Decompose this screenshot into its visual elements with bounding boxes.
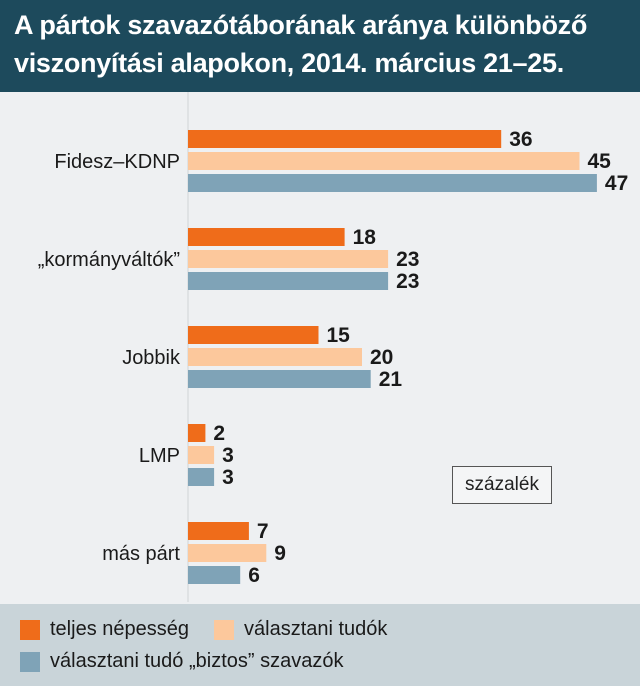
bar (188, 152, 580, 170)
bar-value-label: 15 (327, 324, 351, 347)
category-label: LMP (139, 445, 180, 467)
bar (188, 250, 389, 268)
category-label: Fidesz–KDNP (54, 151, 180, 173)
unit-label: százalék (452, 466, 552, 504)
legend-item-biztos: választani tudó „biztos” szavazók (20, 650, 343, 673)
bar-chart: Fidesz–KDNP364547„kormányváltók”182323Jo… (38, 92, 628, 602)
bar-value-label: 3 (222, 466, 234, 489)
bar-value-label: 9 (274, 542, 286, 565)
chart-title: A pártok szavazótáborának aránya különbö… (14, 10, 588, 78)
bar (188, 522, 249, 540)
bar-value-label: 6 (248, 564, 260, 587)
bar-value-label: 3 (222, 444, 234, 467)
bar (188, 348, 362, 366)
bar-value-label: 7 (257, 520, 269, 543)
bar-value-label: 2 (213, 422, 225, 445)
bar (188, 468, 215, 486)
bar (188, 424, 206, 442)
bar (188, 566, 241, 584)
bar (188, 130, 502, 148)
chart-header: A pártok szavazótáborának aránya különbö… (0, 0, 640, 92)
bar-value-label: 23 (396, 270, 419, 293)
bar (188, 326, 319, 344)
bar-value-label: 23 (396, 248, 419, 271)
legend-swatch-biztos (20, 651, 40, 672)
bar (188, 446, 215, 464)
bar (188, 174, 597, 192)
legend-label-biztos: választani tudó „biztos” szavazók (50, 650, 344, 672)
bar (188, 544, 267, 562)
bar (188, 272, 389, 290)
legend-item-valasztani: választani tudók (214, 618, 387, 641)
legend: teljes népesség választani tudók választ… (0, 604, 640, 686)
legend-swatch-valasztani (214, 619, 234, 640)
bar-value-label: 36 (509, 128, 532, 151)
legend-swatch-teljes (20, 619, 40, 640)
bar-value-label: 20 (370, 346, 393, 369)
category-label: Jobbik (122, 347, 181, 369)
legend-label-valasztani: választani tudók (244, 618, 388, 640)
category-label: „kormányváltók” (38, 249, 180, 271)
category-label: más párt (102, 543, 180, 565)
bar-value-label: 21 (379, 368, 403, 391)
bar (188, 228, 345, 246)
legend-item-teljes: teljes népesség (20, 618, 189, 641)
legend-label-teljes: teljes népesség (50, 618, 189, 640)
bar-value-label: 47 (605, 172, 628, 195)
bar-value-label: 18 (353, 226, 377, 249)
bar-value-label: 45 (588, 150, 612, 173)
bar (188, 370, 371, 388)
